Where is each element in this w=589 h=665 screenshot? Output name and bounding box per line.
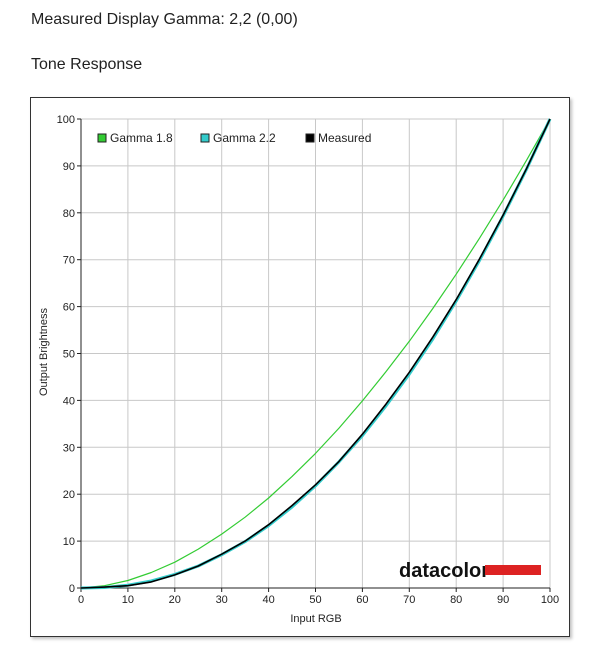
- legend-swatch-gamma-1-8: [97, 133, 107, 143]
- logo-red-bar: [485, 565, 541, 575]
- y-tick-label: 70: [63, 255, 75, 267]
- y-tick-label: 80: [63, 208, 75, 220]
- x-tick-label: 10: [122, 594, 134, 606]
- x-axis-label: Input RGB: [290, 613, 341, 625]
- series-line-measured: [80, 118, 551, 589]
- legend-label-gamma-2-2: Gamma 2.2: [213, 131, 276, 145]
- y-tick-label: 0: [69, 583, 75, 595]
- x-tick-label: 60: [356, 594, 368, 606]
- legend: Gamma 1.8 Gamma 2.2 Measured: [97, 131, 371, 145]
- legend-label-measured: Measured: [318, 131, 371, 145]
- y-tick-label: 20: [63, 489, 75, 501]
- y-tick-label: 30: [63, 442, 75, 454]
- y-tick-label: 10: [63, 536, 75, 548]
- legend-label-gamma-1-8: Gamma 1.8: [110, 131, 173, 145]
- legend-swatch-measured: [305, 133, 315, 143]
- chart-subheading: Tone Response: [31, 56, 143, 73]
- x-tick-label: 70: [403, 594, 415, 606]
- axes: 0 10 20 30 40 50 60 70 80 90 100 0 10 20 30 40 50 60 70 80 9…: [57, 114, 560, 606]
- datacolor-logo: datacolor: [399, 560, 541, 582]
- x-tick-label: 0: [78, 594, 84, 606]
- tone-response-chart: 0 10 20 30 40 50 60 70 80 90 100 0 10 20 30 40 50 60 70 80 9…: [38, 114, 560, 625]
- x-tick-label: 100: [541, 594, 559, 606]
- y-tick-label: 100: [57, 114, 75, 126]
- series-lines: [80, 118, 552, 590]
- x-tick-label: 20: [169, 594, 181, 606]
- y-tick-label: 60: [63, 302, 75, 314]
- x-tick-label: 80: [450, 594, 462, 606]
- chart-frame: 0 10 20 30 40 50 60 70 80 90 100 0 10 20 30 40 50 60 70 80 9…: [30, 97, 570, 637]
- y-tick-label: 40: [63, 395, 75, 407]
- page-heading: Measured Display Gamma: 2,2 (0,00): [31, 11, 298, 28]
- y-tick-label: 50: [63, 349, 75, 361]
- x-tick-label: 50: [309, 594, 321, 606]
- y-tick-label: 90: [63, 161, 75, 173]
- x-tick-label: 90: [497, 594, 509, 606]
- logo-text: datacolor: [399, 560, 489, 582]
- y-axis-label: Output Brightness: [38, 307, 50, 396]
- series-line-gamma-1-8: [80, 118, 551, 589]
- x-tick-label: 40: [262, 594, 274, 606]
- legend-swatch-gamma-2-2: [200, 133, 210, 143]
- grid: [80, 118, 551, 589]
- x-tick-label: 30: [216, 594, 228, 606]
